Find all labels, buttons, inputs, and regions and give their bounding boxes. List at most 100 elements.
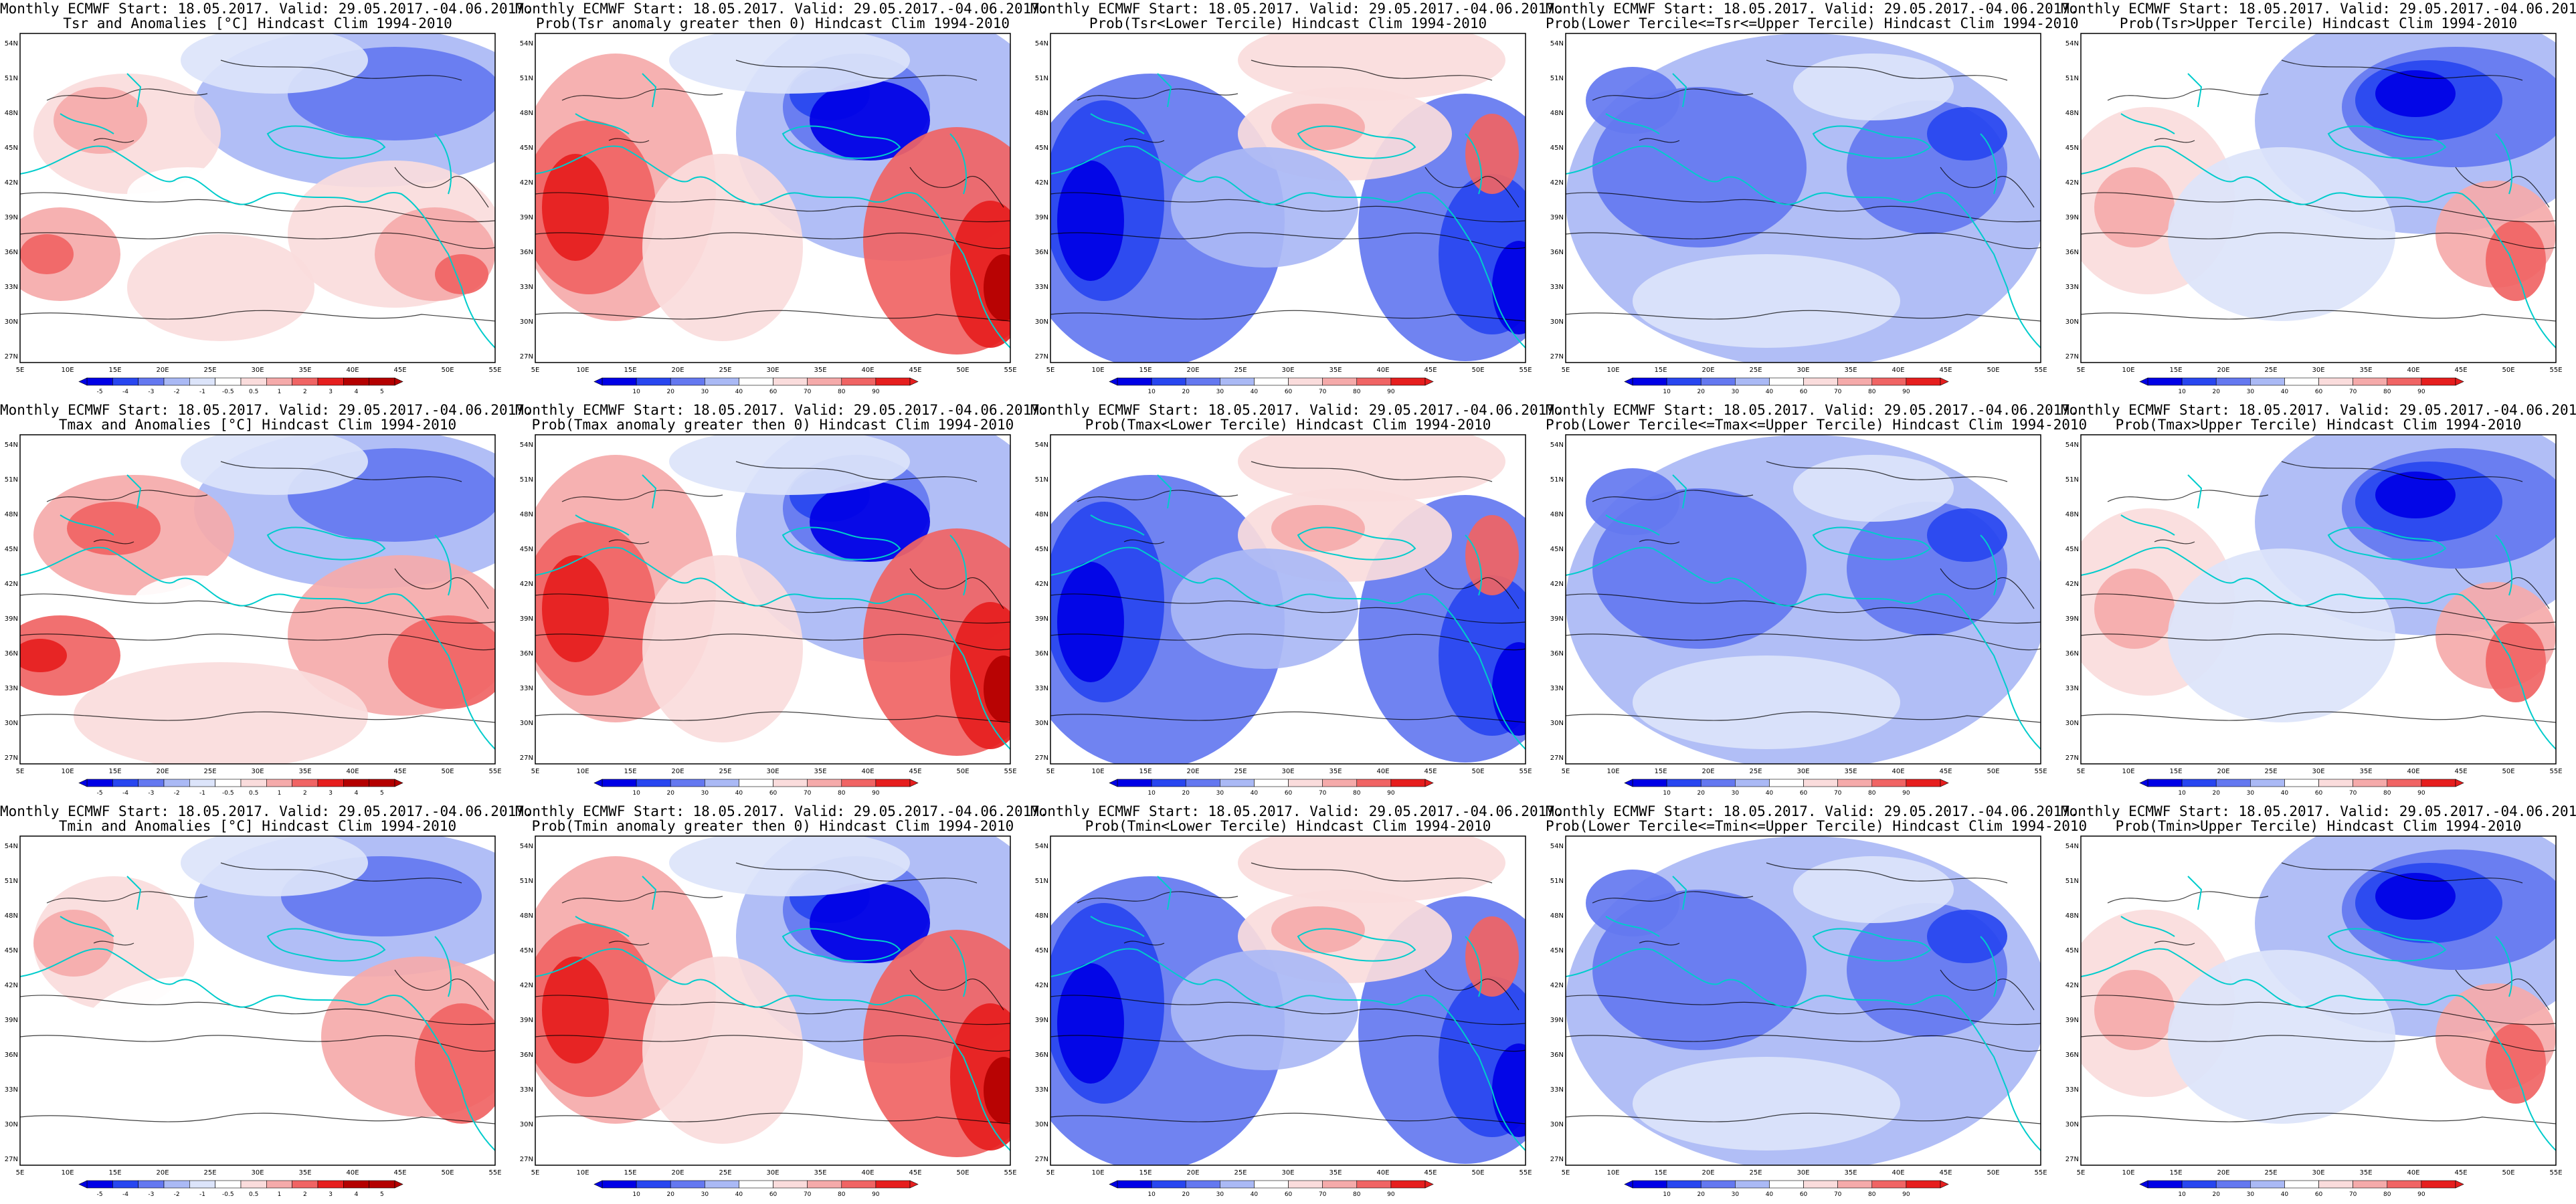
longitude-label: 40E xyxy=(861,1169,874,1177)
scale-tick-label: 40 xyxy=(1766,790,1774,797)
scale-tick-label: 90 xyxy=(1902,790,1910,797)
latitude-label: 36N xyxy=(5,650,18,658)
longitude-label: 55E xyxy=(2034,1169,2047,1177)
longitude-label: 10E xyxy=(1606,367,1619,374)
longitude-label: 40E xyxy=(1376,1169,1389,1177)
scale-tick-label: 10 xyxy=(632,389,640,395)
scale-tick-label: 30 xyxy=(701,1191,709,1198)
longitude-label: 30E xyxy=(251,1169,264,1177)
latitude-label: 45N xyxy=(5,947,18,955)
longitude-label: 10E xyxy=(1606,768,1619,775)
longitude-label: 10E xyxy=(1091,367,1104,374)
latitude-label: 36N xyxy=(5,249,18,256)
scale-tick-label: 5 xyxy=(380,389,384,395)
longitude-label: 20E xyxy=(156,768,169,775)
longitude-label: 50E xyxy=(1987,1169,1999,1177)
scale-tick-label: 70 xyxy=(1834,790,1842,797)
map-frame xyxy=(535,434,1011,765)
shaded-field xyxy=(1050,836,1526,1165)
longitude-label: 30E xyxy=(766,1169,779,1177)
scale-tick-label: -4 xyxy=(122,389,128,395)
latitude-label: 39N xyxy=(1035,1017,1048,1024)
longitude-label: 10E xyxy=(61,1169,74,1177)
scale-tick-label: -1 xyxy=(199,1191,205,1198)
latitude-label: 27N xyxy=(1035,353,1048,361)
map-panel: Monthly ECMWF Start: 18.05.2017. Valid: … xyxy=(0,401,533,803)
latitude-label: 36N xyxy=(2065,650,2079,658)
color-scale-bar: 10 20 30 40 60 70 80 90 xyxy=(2139,779,2464,797)
longitude-label: 25E xyxy=(203,768,216,775)
longitude-label: 35E xyxy=(1844,367,1857,374)
panel-title: Prob(Lower Tercile<=Tsr<=Upper Tercile) … xyxy=(1546,15,2079,31)
scale-tick-label: 60 xyxy=(769,389,777,395)
scale-tick-label: 10 xyxy=(1147,1191,1156,1198)
color-scale-bar: 10 20 30 40 60 70 80 90 xyxy=(593,779,919,797)
longitude-label: 45E xyxy=(1424,768,1437,775)
scale-tick-label: 90 xyxy=(1387,790,1395,797)
longitude-label: 40E xyxy=(2407,768,2419,775)
scale-tick-label: 20 xyxy=(666,1191,674,1198)
map-canvas: 54N 51N 48N 45N 42N 39N 36N 33N 30N 27N 5E 10E 15E 20… xyxy=(1550,835,2047,1198)
scale-tick-label: 10 xyxy=(2178,389,2186,395)
scale-tick-label: 2 xyxy=(303,790,307,797)
scale-tick-label: 80 xyxy=(838,389,846,395)
latitude-label: 27N xyxy=(1035,1156,1048,1163)
scale-tick-label: 10 xyxy=(1663,1191,1671,1198)
longitude-label: 20E xyxy=(671,768,684,775)
scale-tick-label: 2 xyxy=(303,1191,307,1198)
shaded-field xyxy=(2081,435,2556,764)
longitude-label: 5E xyxy=(1046,367,1055,374)
map-canvas: 54N 51N 48N 45N 42N 39N 36N 33N 30N 27N 5E 10E 15E 20… xyxy=(1550,434,2047,797)
latitude-label: 30N xyxy=(520,720,533,727)
scale-tick-label: 30 xyxy=(1732,389,1740,395)
latitude-label: 39N xyxy=(1035,214,1048,221)
longitude-label: 40E xyxy=(1892,1169,1904,1177)
latitude-label: 45N xyxy=(2065,947,2079,955)
scale-tick-label: 20 xyxy=(2212,389,2220,395)
longitude-label: 30E xyxy=(766,367,779,374)
map-panel: Monthly ECMWF Start: 18.05.2017. Valid: … xyxy=(2061,0,2576,401)
longitude-label: 55E xyxy=(2034,768,2047,775)
latitude-label: 36N xyxy=(1035,249,1048,256)
latitude-label: 48N xyxy=(1035,511,1048,518)
longitude-label: 35E xyxy=(1844,768,1857,775)
latitude-label: 30N xyxy=(2065,720,2079,727)
longitude-label: 15E xyxy=(1654,1169,1667,1177)
longitude-label: 40E xyxy=(346,768,359,775)
longitude-label: 30E xyxy=(1281,1169,1294,1177)
scale-tick-label: 0.5 xyxy=(249,1191,258,1198)
latitude-label: 42N xyxy=(1035,581,1048,588)
longitude-label: 10E xyxy=(576,768,589,775)
latitude-label: 48N xyxy=(1550,912,1564,920)
latitude-label: 54N xyxy=(520,843,533,850)
longitude-label: 40E xyxy=(346,1169,359,1177)
scale-tick-label: 70 xyxy=(2349,790,2357,797)
scale-tick-label: 20 xyxy=(2212,1191,2220,1198)
scale-tick-label: 90 xyxy=(2417,389,2425,395)
scale-tick-label: 60 xyxy=(1285,790,1293,797)
longitude-label: 30E xyxy=(1797,768,1809,775)
scale-tick-label: 80 xyxy=(1353,389,1361,395)
latitude-label: 54N xyxy=(1035,843,1048,850)
scale-tick-label: 10 xyxy=(1663,389,1671,395)
map-panel: Monthly ECMWF Start: 18.05.2017. Valid: … xyxy=(0,0,533,401)
latitude-label: 36N xyxy=(1550,249,1564,256)
scale-tick-label: -5 xyxy=(97,790,103,797)
scale-tick-label: 30 xyxy=(701,790,709,797)
panel-header: Monthly ECMWF Start: 18.05.2017. Valid: … xyxy=(0,803,533,819)
longitude-label: 15E xyxy=(1139,768,1152,775)
latitude-label: 48N xyxy=(1035,110,1048,117)
map-frame xyxy=(19,434,496,765)
latitude-label: 39N xyxy=(5,214,18,221)
longitude-label: 50E xyxy=(956,367,969,374)
map-panel: Monthly ECMWF Start: 18.05.2017. Valid: … xyxy=(2061,803,2576,1204)
longitude-label: 15E xyxy=(108,1169,121,1177)
scale-tick-label: -0.5 xyxy=(222,389,234,395)
latitude-label: 33N xyxy=(1035,284,1048,291)
longitude-label: 20E xyxy=(1701,768,1714,775)
panel-title: Prob(Tsr anomaly greater then 0) Hindcas… xyxy=(535,15,1010,31)
latitude-label: 30N xyxy=(5,1121,18,1128)
scale-tick-label: 2 xyxy=(303,389,307,395)
map-frame xyxy=(1050,33,1526,363)
latitude-label: 27N xyxy=(5,755,18,762)
